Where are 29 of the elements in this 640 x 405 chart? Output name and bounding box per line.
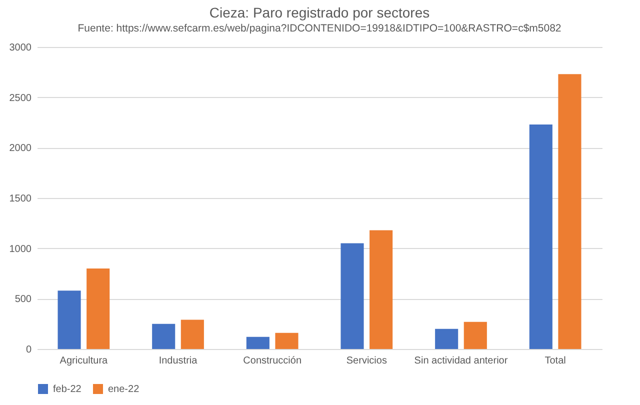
legend-label: ene-22 [108, 384, 140, 395]
y-tick-label: 1000 [9, 244, 32, 255]
bar [435, 328, 458, 349]
bar [529, 124, 552, 349]
chart-title: Cieza: Paro registrado por sectores [209, 4, 430, 20]
x-tick-label: Servicios [346, 356, 387, 366]
bar [464, 322, 487, 349]
y-tick-label: 2500 [9, 92, 32, 104]
y-tick-label: 1500 [9, 194, 32, 204]
x-tick-label: Industria [158, 356, 198, 366]
bar [558, 74, 582, 349]
y-tick-label: 3000 [9, 42, 32, 54]
x-tick-label: Total [544, 356, 566, 366]
bar [152, 324, 176, 349]
bar [370, 230, 393, 349]
bar [180, 320, 204, 349]
bar [340, 243, 364, 349]
chart-subtitle: Fuente: https://www.sefcarm.es/web/pagina?IDCONTENIDO=19918&IDTIPO=100&RASTRO=c$m5082 [78, 22, 562, 34]
bar [275, 332, 298, 349]
y-tick-label: 2000 [9, 143, 32, 154]
x-tick-label: Agricultura [60, 356, 108, 366]
x-tick-label: Sin actividad anterior [414, 356, 508, 366]
bar [246, 336, 270, 349]
y-tick-label: 0 [26, 344, 32, 356]
y-tick-label: 500 [14, 294, 32, 306]
x-tick-label: Construcción [243, 356, 302, 366]
legend-label: feb-22 [53, 384, 82, 395]
bar [86, 268, 110, 349]
bar [58, 290, 81, 349]
